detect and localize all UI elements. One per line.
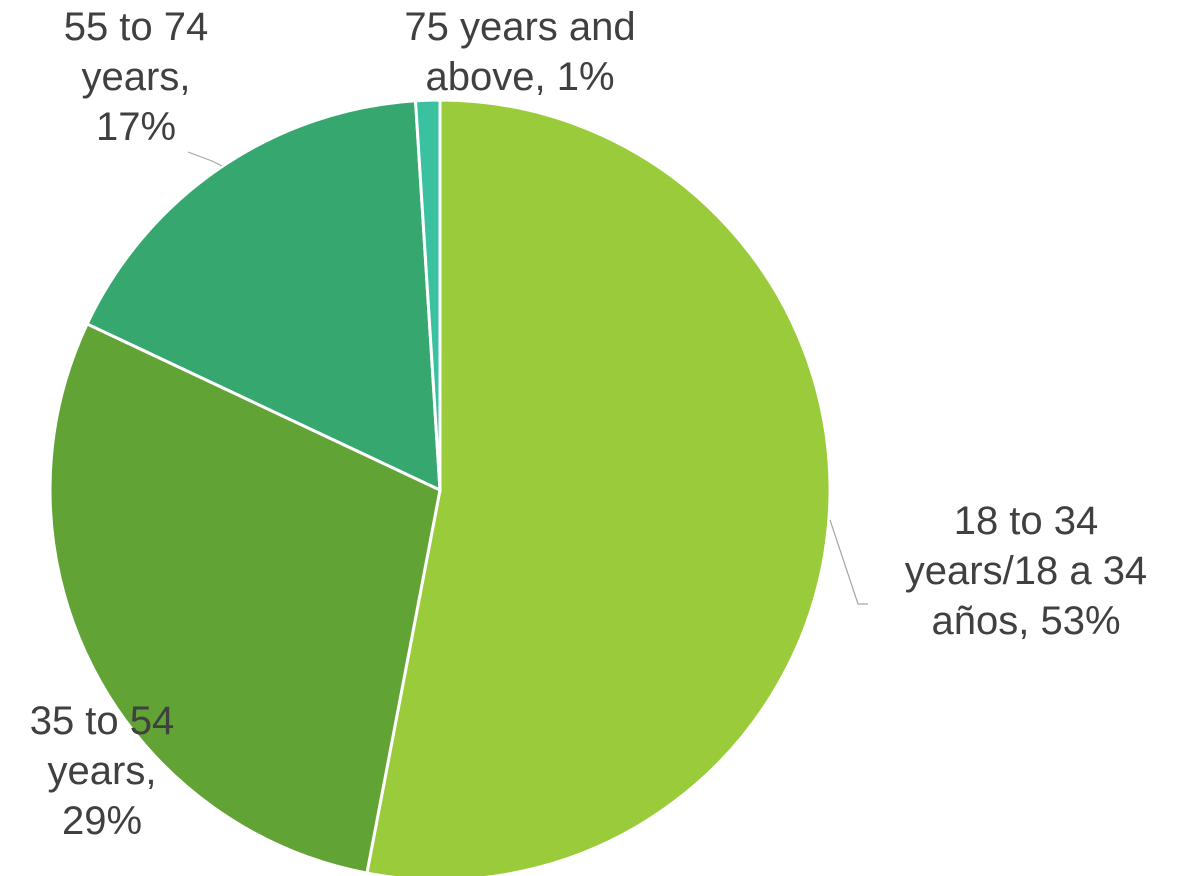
slice-labels: 18 to 34 years/18 a 34 años, 53% 35 to 54 ye… [30,5,1147,843]
pie-slices [48,98,832,876]
slice-label-line: above, 1% [425,55,614,99]
leader-line-3 [187,151,223,167]
slice-label-4: 75 years and above, 1% [404,5,635,99]
slice-label-line: 17% [96,105,176,149]
slice-label-1: 18 to 34 years/18 a 34 años, 53% [905,499,1147,643]
pie-slice-3 [85,99,442,493]
pie-slice-1 [365,98,832,876]
slice-label-line: years, [48,749,157,793]
slice-label-line: years, [82,55,191,99]
slice-label-2: 35 to 54 years, 29% [30,699,175,843]
pie-slice-2 [48,321,442,875]
slice-label-line: 29% [62,799,142,843]
slice-label-3: 55 to 74 years, 17% [64,5,209,149]
slice-label-line: 35 to 54 [30,699,175,743]
slice-label-line: years/18 a 34 [905,549,1147,593]
leader-line-1 [829,519,868,605]
slice-label-line: 55 to 74 [64,5,209,49]
slice-label-line: años, 53% [931,599,1120,643]
leader-lines [187,151,868,605]
slice-label-line: 75 years and [404,5,635,49]
pie-slice-4 [413,98,442,491]
slice-label-line: 18 to 34 [954,499,1099,543]
